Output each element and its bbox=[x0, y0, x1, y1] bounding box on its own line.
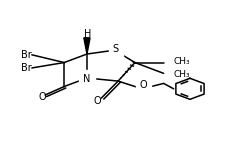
Text: Br: Br bbox=[21, 50, 32, 60]
Text: CH₃: CH₃ bbox=[174, 57, 190, 66]
Text: Br: Br bbox=[21, 63, 32, 73]
Text: H: H bbox=[84, 29, 92, 39]
Text: O: O bbox=[93, 96, 101, 106]
Text: CH₃: CH₃ bbox=[174, 70, 190, 79]
Text: N: N bbox=[83, 74, 91, 84]
Polygon shape bbox=[84, 38, 90, 54]
Text: S: S bbox=[113, 44, 119, 54]
Text: O: O bbox=[140, 80, 147, 90]
Text: O: O bbox=[39, 92, 47, 102]
